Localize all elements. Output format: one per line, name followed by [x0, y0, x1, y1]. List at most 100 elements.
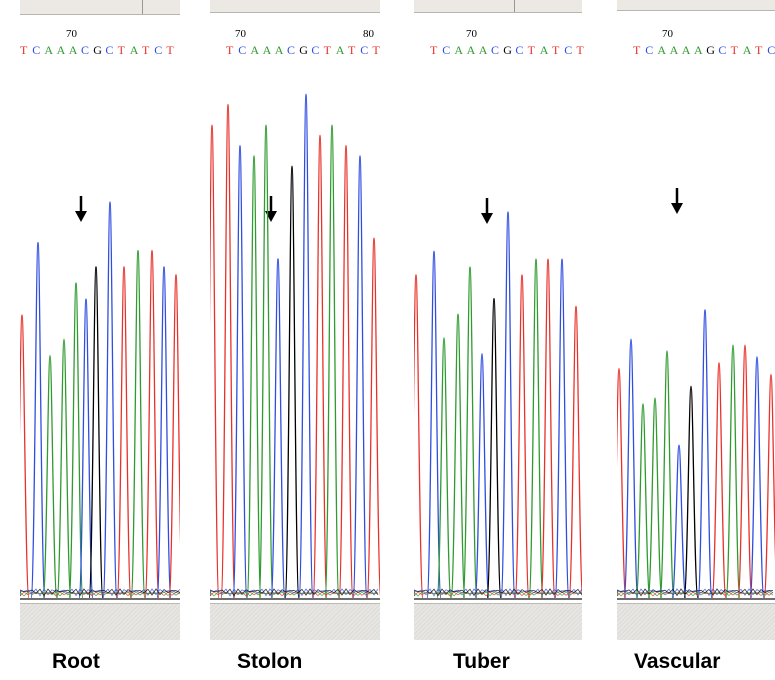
trace-peak [659, 350, 675, 599]
base-call: T [372, 43, 380, 57]
trace-peak [270, 258, 286, 599]
caption-tuber: Tuber [453, 650, 510, 673]
chromatogram-trace [617, 309, 775, 600]
trace-peak [258, 124, 274, 599]
trace-peak [210, 124, 220, 599]
base-call: A [478, 43, 488, 57]
base-call: A [694, 43, 703, 57]
base-call: A [250, 43, 260, 57]
position-label-70: 70 [466, 28, 477, 40]
base-call: T [527, 43, 535, 57]
base-call: A [657, 43, 667, 57]
trace-peak [30, 241, 46, 599]
trace-peak [450, 313, 466, 599]
base-call: C [767, 43, 775, 57]
trace-peak [647, 397, 663, 599]
base-call: A [742, 43, 752, 57]
trace-peak [42, 354, 58, 599]
toolbar-strip [617, 0, 775, 11]
base-call: A [466, 43, 476, 57]
trace-peak [130, 249, 146, 599]
trace-peak [88, 266, 104, 599]
trace-peak [474, 353, 490, 599]
toolbar-separator [142, 0, 143, 14]
trace-noise [414, 588, 582, 597]
base-call: C [360, 43, 369, 57]
base-call: T [552, 43, 560, 57]
base-call: A [681, 43, 691, 57]
base-call: C [564, 43, 573, 57]
trace-noise [617, 588, 774, 597]
base-call: G [299, 43, 308, 57]
chromatogram-trace [210, 93, 380, 600]
scroll-footer [414, 603, 582, 640]
base-call: T [226, 43, 234, 57]
trace-peak [144, 249, 160, 599]
toolbar-strip [20, 0, 180, 15]
trace-noise [414, 591, 582, 597]
base-call: T [730, 43, 738, 57]
base-call: T [348, 43, 356, 57]
trace-peak [737, 344, 753, 599]
trace-peak [623, 338, 639, 599]
trace-peak [540, 258, 556, 599]
position-label-80: 80 [363, 28, 374, 40]
trace-peak [338, 145, 354, 599]
toolbar-strip [210, 0, 380, 13]
trace-peak [78, 298, 94, 599]
base-call: A [539, 43, 549, 57]
variant-arrow-icon [481, 198, 493, 224]
chromatogram-trace [414, 211, 582, 600]
trace-noise [617, 588, 774, 597]
trace-peak [554, 258, 570, 599]
trace-peak [711, 362, 727, 599]
base-call: C [311, 43, 320, 57]
caption-vascular: Vascular [634, 650, 721, 673]
base-call: A [669, 43, 679, 57]
base-call: G [93, 43, 102, 57]
base-call: C [81, 43, 90, 57]
base-call: A [68, 43, 78, 57]
base-call: C [287, 43, 296, 57]
trace-peak [298, 93, 314, 599]
trace-peak [725, 344, 741, 599]
trace-peak [324, 124, 340, 599]
trace-peak [284, 165, 300, 599]
trace-peak [683, 385, 699, 599]
trace-peak [749, 356, 765, 599]
base-call: G [503, 43, 512, 57]
base-call: T [20, 43, 28, 57]
trace-peak [568, 305, 582, 599]
base-call: T [323, 43, 331, 57]
base-call-sequence: TCAAAAGCTATCT [617, 43, 775, 59]
trace-peak [436, 337, 452, 599]
trace-peak [156, 266, 172, 599]
trace-peak [352, 155, 368, 599]
base-call: C [645, 43, 654, 57]
trace-peak [617, 368, 627, 599]
trace-peak [763, 373, 775, 599]
trace-peak [697, 309, 713, 599]
trace-peak [426, 250, 442, 599]
scroll-footer [210, 603, 380, 640]
trace-noise [20, 588, 180, 597]
position-label-70: 70 [662, 28, 673, 40]
trace-noise [210, 588, 379, 597]
caption-root: Root [52, 650, 100, 673]
trace-peak [168, 274, 180, 599]
caption-stolon: Stolon [237, 650, 303, 673]
chromatogram-panel-vascular: 70 TCAAAAGCTATCT [617, 0, 775, 640]
base-call: A [56, 43, 66, 57]
position-label-70: 70 [66, 28, 77, 40]
trace-peak [366, 237, 380, 599]
base-call: C [515, 43, 524, 57]
base-call: C [32, 43, 41, 57]
trace-peak [414, 274, 424, 599]
trace-peak [462, 266, 478, 599]
base-call: T [755, 43, 763, 57]
